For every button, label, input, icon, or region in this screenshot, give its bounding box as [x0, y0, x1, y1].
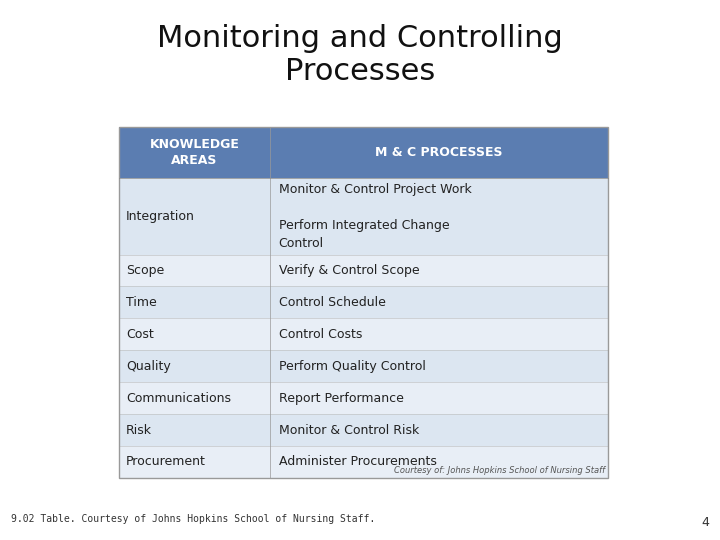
Text: Perform Quality Control: Perform Quality Control — [279, 360, 426, 373]
Text: Scope: Scope — [126, 264, 164, 277]
Bar — [270, 178, 608, 254]
Text: Time: Time — [126, 296, 157, 309]
Bar — [270, 350, 608, 382]
Text: Integration: Integration — [126, 210, 195, 222]
Bar — [119, 254, 270, 286]
Text: 4: 4 — [701, 516, 709, 529]
Text: Control Costs: Control Costs — [279, 328, 362, 341]
Text: Communications: Communications — [126, 392, 231, 404]
Text: Administer Procurements: Administer Procurements — [279, 455, 436, 468]
Bar — [119, 382, 270, 414]
Bar — [270, 319, 608, 350]
Text: 9.02 Table. Courtesy of Johns Hopkins School of Nursing Staff.: 9.02 Table. Courtesy of Johns Hopkins Sc… — [11, 514, 375, 524]
Text: Monitor & Control Project Work

Perform Integrated Change
Control: Monitor & Control Project Work Perform I… — [279, 183, 472, 249]
Bar — [119, 414, 270, 446]
Bar — [119, 178, 270, 254]
Bar — [119, 446, 270, 478]
Text: Control Schedule: Control Schedule — [279, 296, 385, 309]
Text: Courtesy of: Johns Hopkins School of Nursing Staff: Courtesy of: Johns Hopkins School of Nur… — [395, 465, 606, 475]
Text: Verify & Control Scope: Verify & Control Scope — [279, 264, 419, 277]
Bar — [119, 286, 270, 319]
Bar — [270, 382, 608, 414]
Bar — [270, 446, 608, 478]
Text: Risk: Risk — [126, 423, 152, 436]
Bar — [270, 254, 608, 286]
Bar — [270, 286, 608, 319]
Text: Quality: Quality — [126, 360, 171, 373]
Bar — [119, 319, 270, 350]
Text: Monitor & Control Risk: Monitor & Control Risk — [279, 423, 419, 436]
Bar — [270, 127, 608, 178]
Bar — [119, 127, 270, 178]
Text: KNOWLEDGE
AREAS: KNOWLEDGE AREAS — [150, 138, 239, 167]
Bar — [270, 414, 608, 446]
Text: Monitoring and Controlling: Monitoring and Controlling — [157, 24, 563, 53]
Bar — [119, 350, 270, 382]
Text: M & C PROCESSES: M & C PROCESSES — [375, 146, 503, 159]
Text: Report Performance: Report Performance — [279, 392, 403, 404]
Text: Cost: Cost — [126, 328, 154, 341]
Text: Processes: Processes — [285, 57, 435, 86]
Text: Procurement: Procurement — [126, 455, 206, 468]
Bar — [119, 127, 608, 478]
